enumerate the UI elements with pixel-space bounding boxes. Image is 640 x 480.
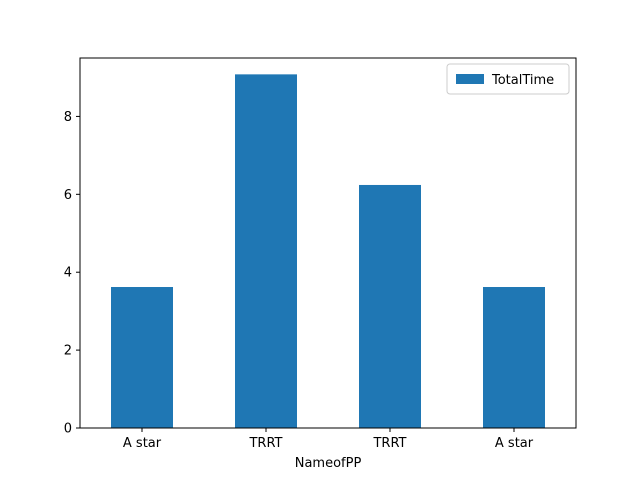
x-axis-label: NameofPP (295, 456, 362, 471)
y-tick-label: 8 (64, 110, 72, 125)
x-tick-label: TRRT (248, 436, 282, 451)
x-axis: A star TRRT TRRT A star (123, 428, 534, 451)
x-tick-label: A star (495, 436, 534, 451)
bar-series (111, 74, 545, 428)
legend-label: TotalTime (491, 73, 554, 88)
bar-1 (235, 74, 297, 428)
y-tick-label: 6 (64, 188, 72, 203)
y-tick-label: 0 (64, 422, 72, 437)
y-tick-label: 4 (64, 266, 72, 281)
bar-3 (483, 287, 545, 428)
x-tick-label: A star (123, 436, 162, 451)
legend-swatch (456, 74, 484, 84)
bar-2 (359, 184, 421, 428)
legend: TotalTime (446, 63, 570, 95)
x-tick-label: TRRT (372, 436, 406, 451)
y-tick-label: 2 (64, 344, 72, 359)
legend-box (446, 63, 570, 95)
bar-0 (111, 287, 173, 428)
plot-frame (79, 57, 577, 429)
y-axis: 0 2 4 6 8 (64, 110, 80, 437)
